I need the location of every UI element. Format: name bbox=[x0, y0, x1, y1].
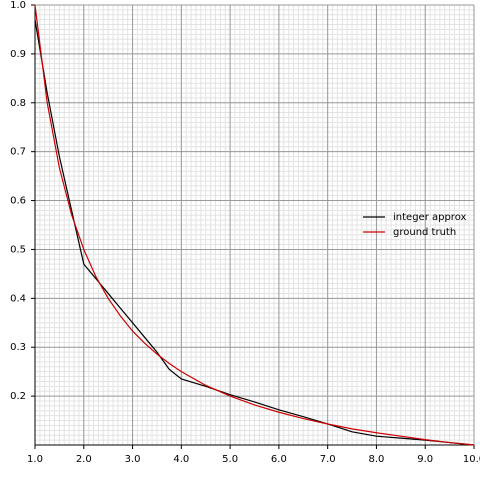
y-tick-label: 0.5 bbox=[10, 244, 26, 255]
x-tick-label: 7.0 bbox=[320, 454, 336, 465]
y-tick-label: 0.2 bbox=[10, 391, 26, 402]
y-tick-label: 0.9 bbox=[10, 49, 26, 60]
y-tick-label: 0.4 bbox=[10, 293, 26, 304]
y-tick-label: 1.0 bbox=[10, 0, 26, 11]
x-tick-label: 5.0 bbox=[222, 454, 238, 465]
y-tick-label: 0.3 bbox=[10, 342, 26, 353]
y-tick-label: 0.8 bbox=[10, 98, 26, 109]
x-tick-label: 8.0 bbox=[368, 454, 384, 465]
y-tick-label: 0.6 bbox=[10, 196, 26, 207]
x-tick-label: 3.0 bbox=[125, 454, 141, 465]
legend-label: integer approx bbox=[393, 212, 467, 223]
x-tick-label: 2.0 bbox=[76, 454, 92, 465]
x-tick-label: 1.0 bbox=[27, 454, 43, 465]
data-line bbox=[34, 19, 475, 446]
x-tick-label: 9.0 bbox=[417, 454, 433, 465]
data-line bbox=[34, 4, 475, 446]
legend-label: ground truth bbox=[393, 227, 456, 238]
y-tick-label: 0.7 bbox=[10, 147, 26, 158]
x-tick-label: 4.0 bbox=[173, 454, 189, 465]
x-tick-label: 6.0 bbox=[271, 454, 287, 465]
x-tick-label: 10.0 bbox=[463, 454, 480, 465]
